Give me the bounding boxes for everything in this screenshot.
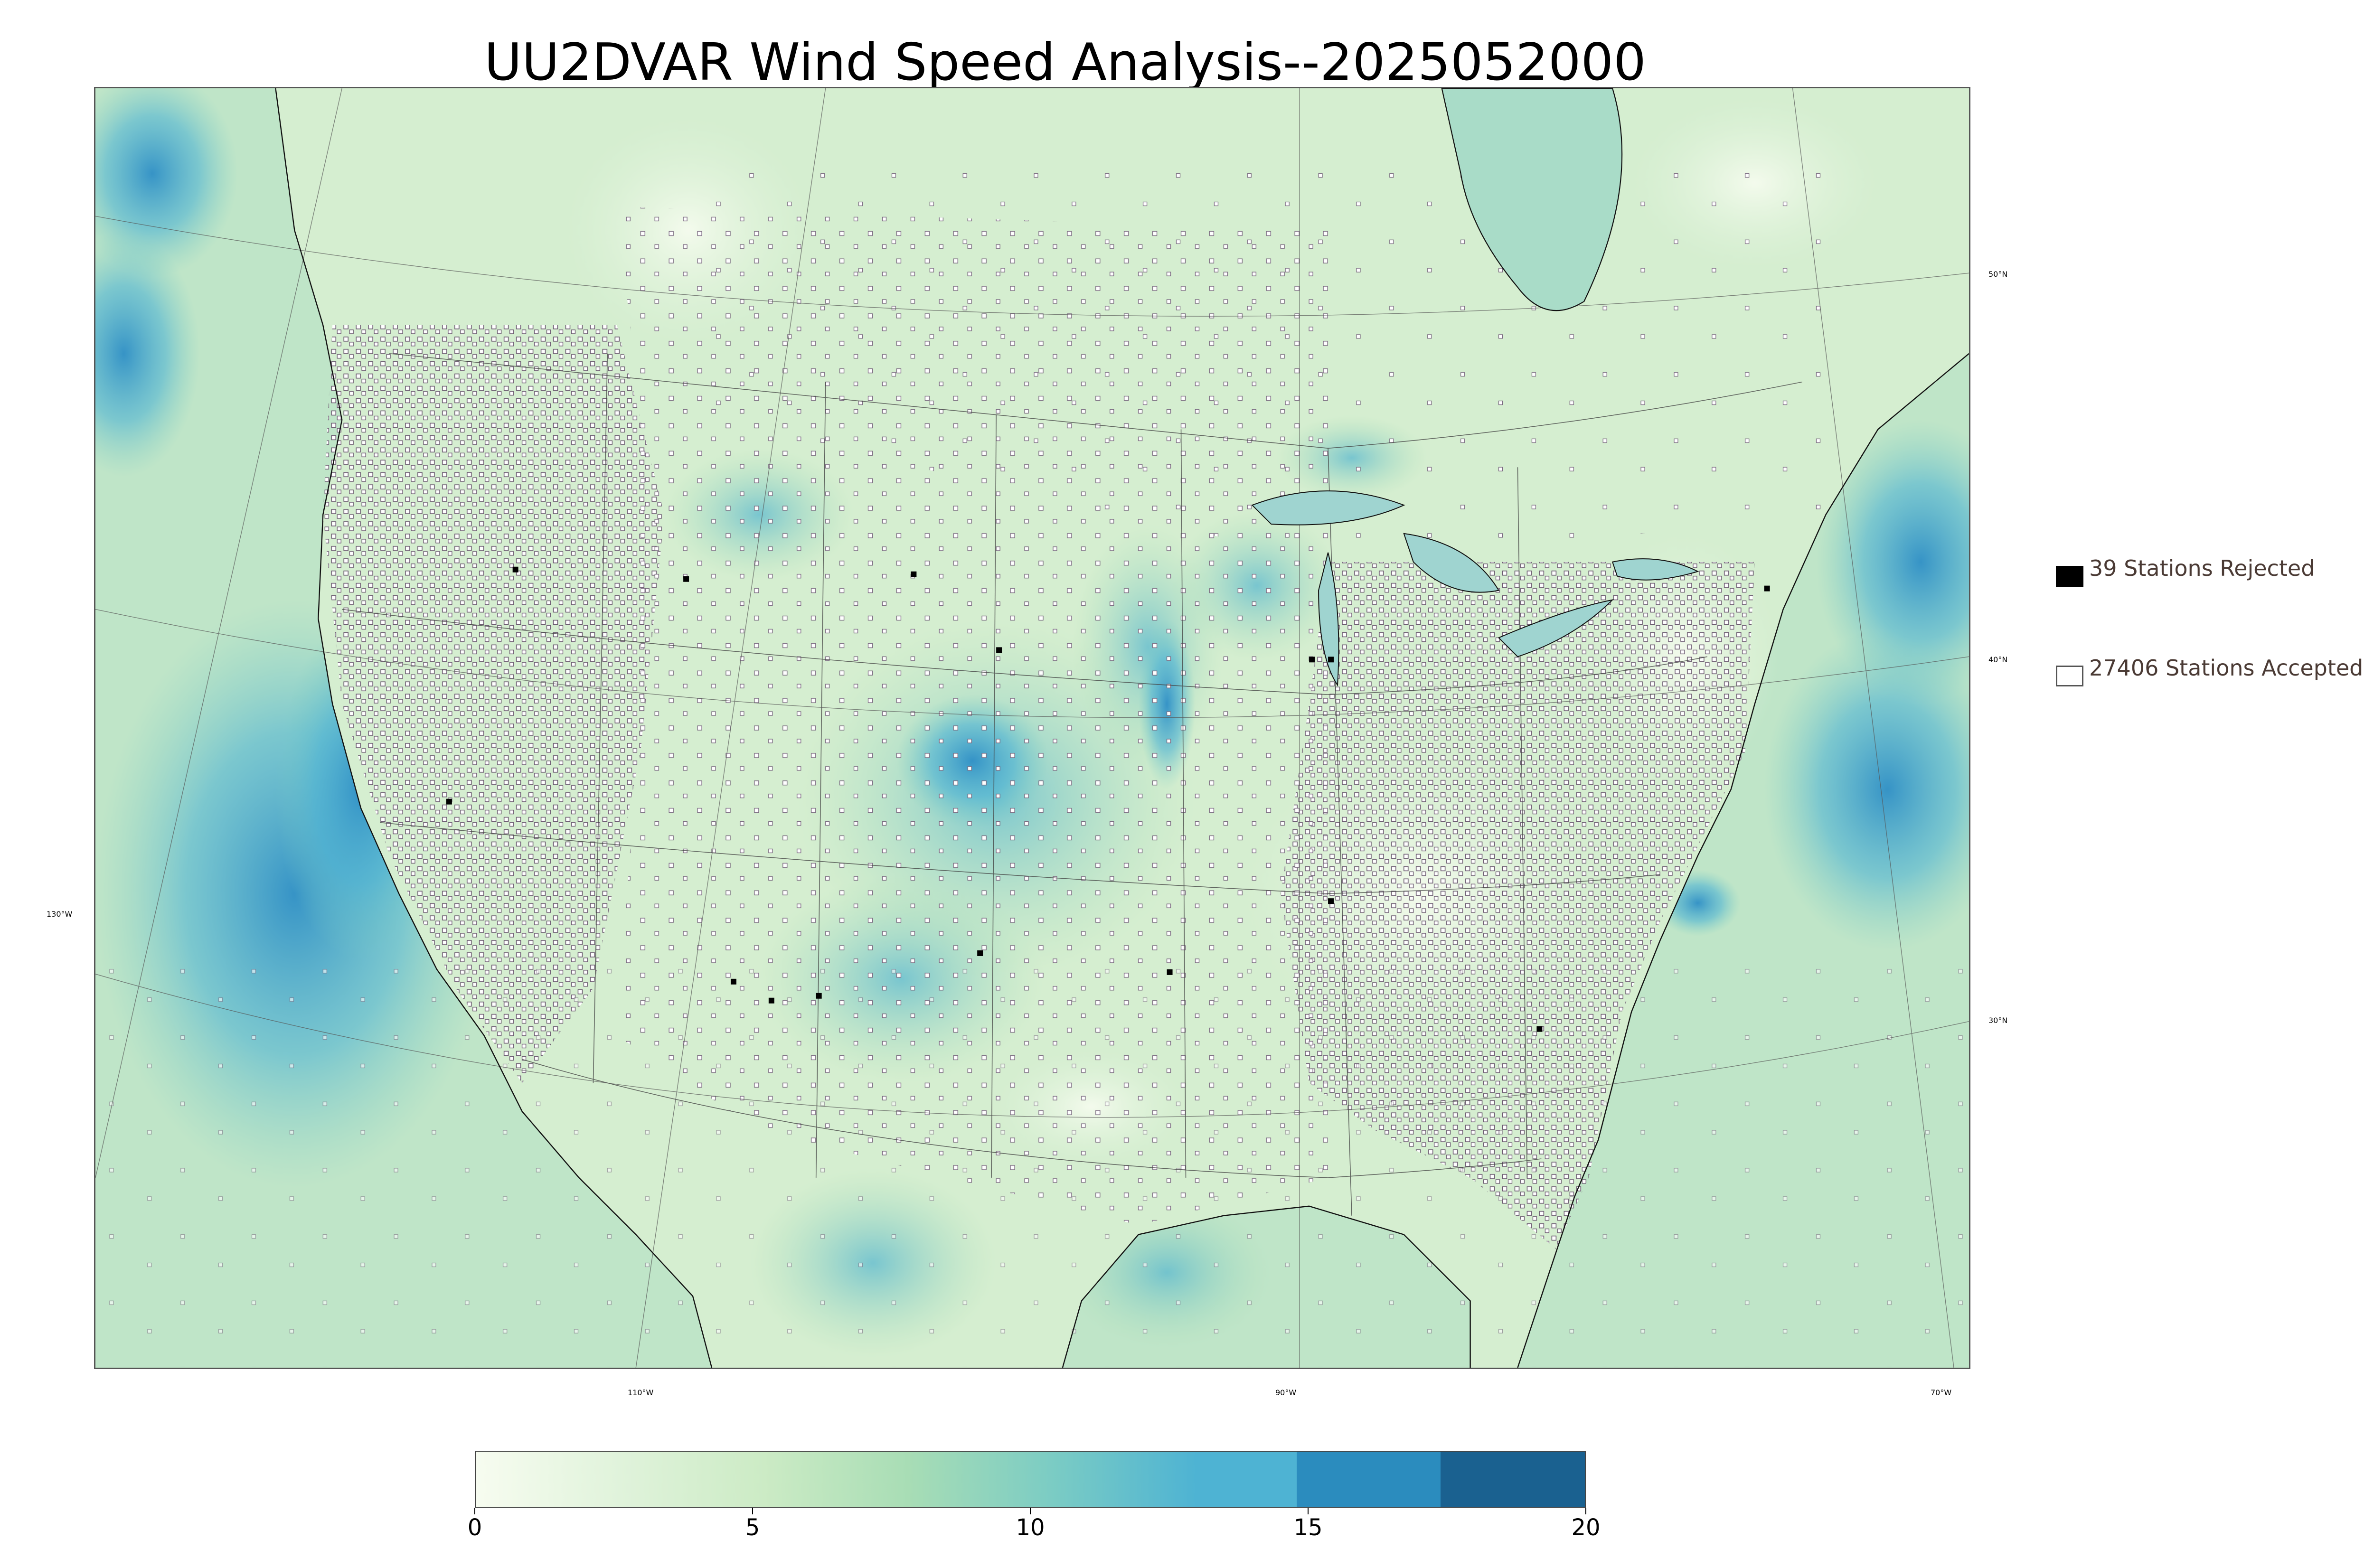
colorbar-ticks: 0 5 10 15 20	[468, 1508, 1601, 1546]
map-title: UU2DVAR Wind Speed Analysis--2025052000	[484, 33, 1646, 92]
rejected-label: 39 Stations Rejected	[2089, 555, 2315, 581]
lon-label-90w: 90°W	[1275, 1388, 1297, 1397]
accepted-label: 27406 Stations Accepted	[2089, 655, 2364, 681]
coastline	[275, 88, 1969, 1368]
colorbar-segment	[620, 1452, 764, 1507]
map-frame	[94, 87, 1970, 1369]
colorbar-segment	[908, 1452, 1053, 1507]
lat-label-30n: 30°N	[1988, 1016, 2008, 1025]
great-lakes	[1251, 490, 1699, 687]
colorbar-tick-mark	[474, 1508, 475, 1514]
lon-label-130w: 130°W	[47, 910, 73, 919]
colorbar-tick-mark	[1308, 1508, 1309, 1514]
colorbar-segment	[764, 1452, 909, 1507]
lat-label-50n: 50°N	[1988, 270, 2008, 279]
colorbar	[475, 1451, 1586, 1508]
stations-dense-west	[323, 325, 665, 1083]
rejected-swatch	[2056, 566, 2083, 587]
hudson-bay	[1441, 88, 1623, 311]
colorbar-tick-label: 0	[467, 1514, 482, 1541]
colorbar-tick-mark	[752, 1508, 753, 1514]
stations-ocean	[95, 941, 1969, 1368]
graticule	[95, 88, 1969, 1368]
colorbar-tick-mark	[1030, 1508, 1031, 1514]
rejected-stations	[446, 566, 1770, 1032]
lat-label-40n: 40°N	[1988, 655, 2008, 664]
colorbar-tick-label: 5	[745, 1514, 760, 1541]
colorbar-segment	[476, 1452, 620, 1507]
accepted-swatch	[2056, 666, 2083, 686]
colorbar-tick-label: 20	[1571, 1514, 1601, 1541]
colorbar-tick-label: 15	[1293, 1514, 1323, 1541]
colorbar-segment	[1052, 1452, 1197, 1507]
political-borders	[342, 353, 1802, 1216]
wind-speed-map	[95, 88, 1969, 1368]
lon-label-70w: 70°W	[1931, 1388, 1952, 1397]
lon-label-110w: 110°W	[628, 1388, 654, 1397]
colorbar-segment	[1296, 1452, 1441, 1507]
colorbar-segment	[1196, 1452, 1297, 1507]
colorbar-tick-mark	[1585, 1508, 1586, 1514]
colorbar-segment	[1441, 1452, 1585, 1507]
colorbar-tick-label: 10	[1016, 1514, 1045, 1541]
